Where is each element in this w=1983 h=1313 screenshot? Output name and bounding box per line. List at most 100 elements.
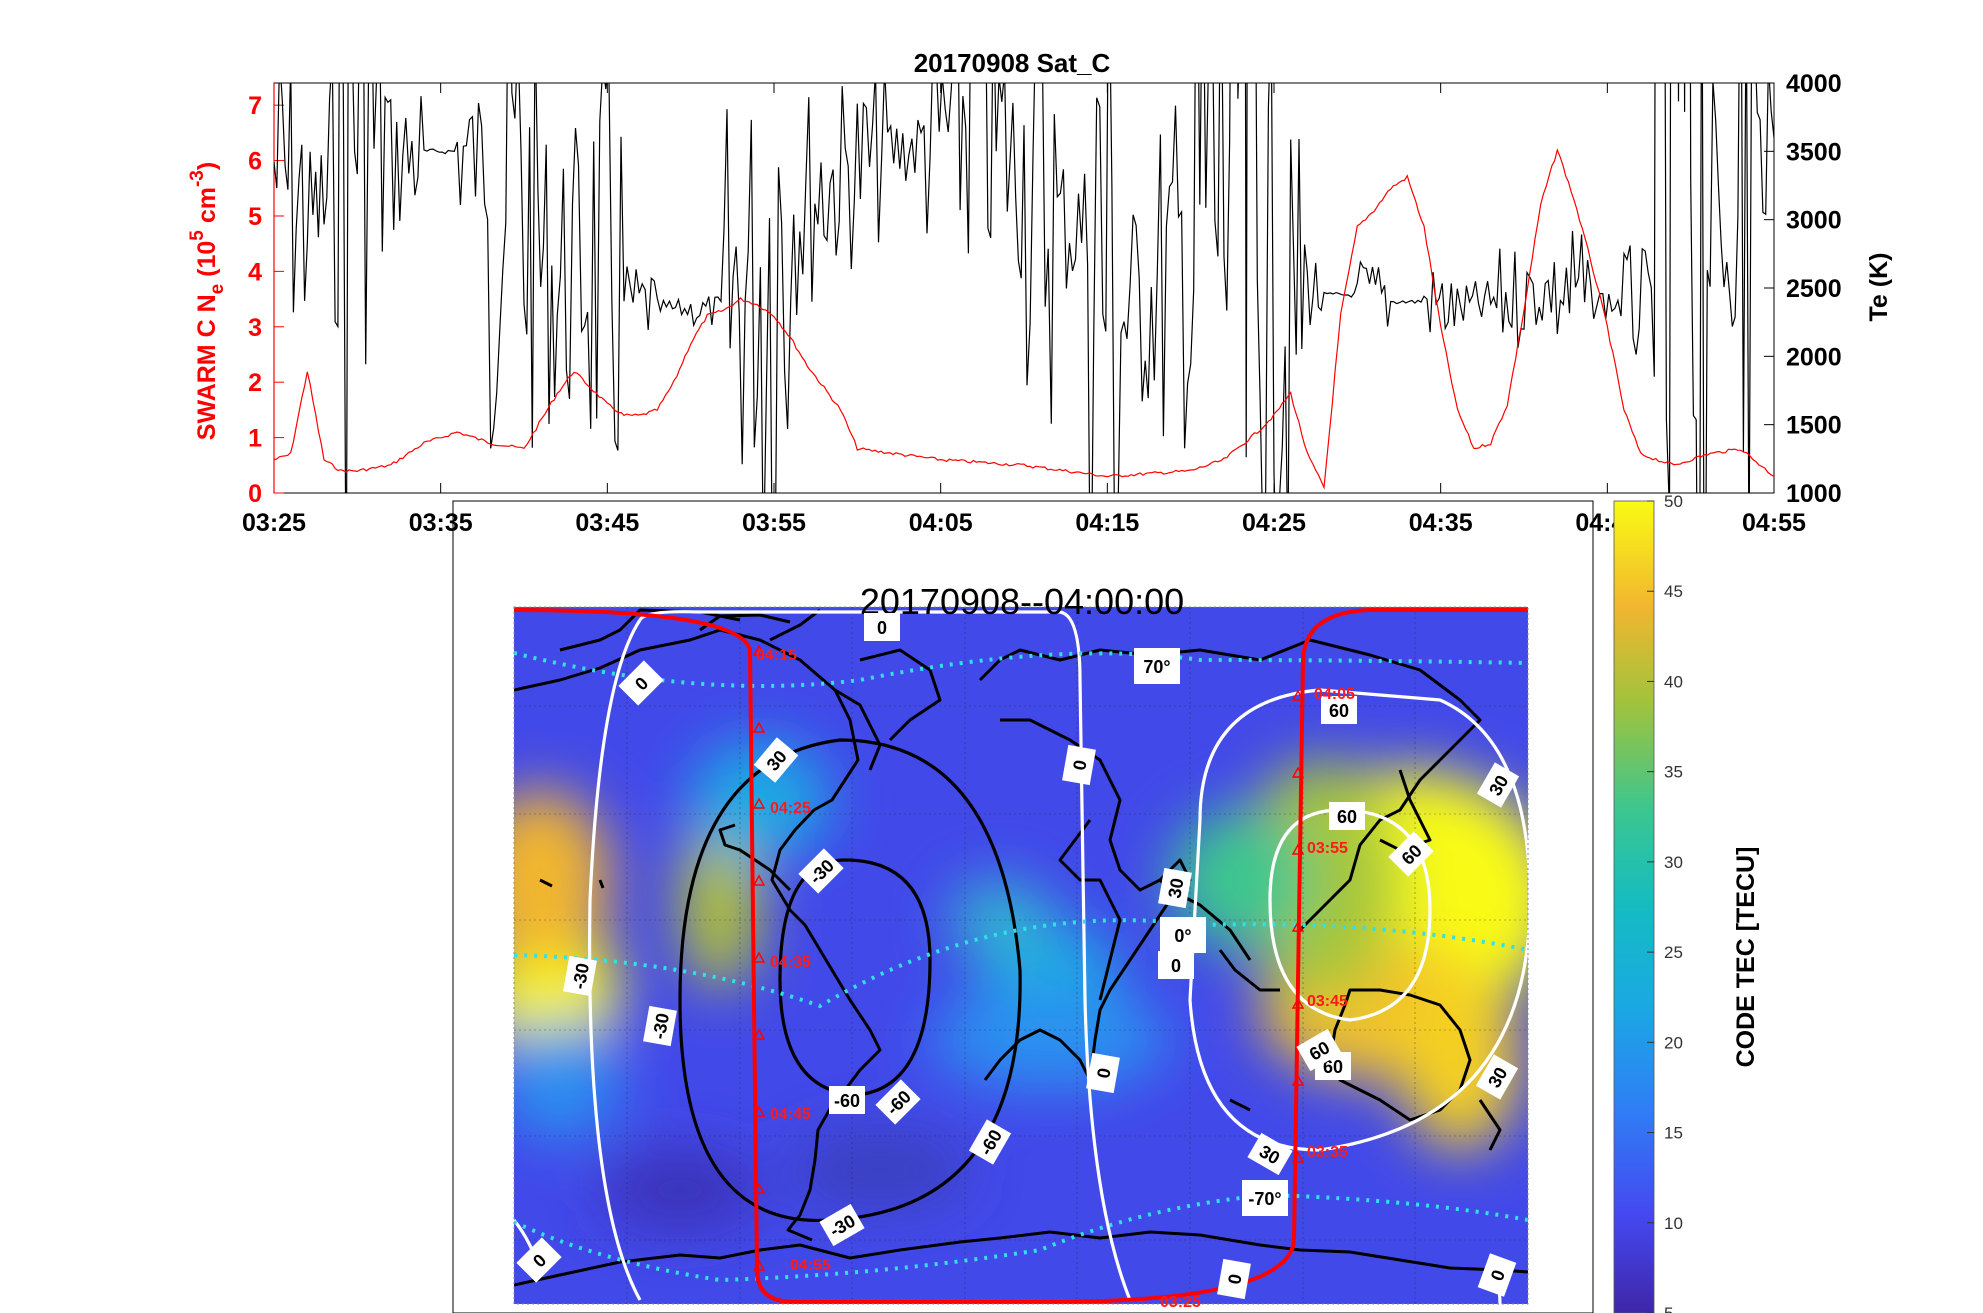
map-frame <box>513 606 1529 1305</box>
contour-labels: 030-30-30-60-60-60-3060-3000300606060306… <box>516 613 1520 1300</box>
x-tick-label: 04:15 <box>1075 509 1139 537</box>
right-y-tick-label: 2000 <box>1786 343 1842 371</box>
svg-text:0: 0 <box>1069 759 1090 772</box>
track-time-label: 03:35 <box>1307 1144 1348 1161</box>
contour-label: 30 <box>1475 1054 1519 1100</box>
right-y-tick-label: 2500 <box>1786 275 1842 303</box>
contour-label: 0 <box>1158 951 1194 979</box>
contour-label: 30 <box>1158 867 1192 909</box>
colorbar-tick-label: 45 <box>1664 582 1683 601</box>
colorbar-ticks: 5 10 15 20 25 30 35 40 45 50 <box>1647 492 1683 1313</box>
svg-text:-30: -30 <box>569 962 593 991</box>
contour-label: 0 <box>618 660 664 706</box>
colorbar: 5 10 15 20 25 30 35 40 45 50 CODE TEC [TECU] <box>1613 492 1760 1313</box>
svg-text:0: 0 <box>1171 956 1181 976</box>
colorbar-tick-label: 40 <box>1664 672 1683 691</box>
contour-label: 0 <box>1477 1253 1517 1297</box>
x-axis-ticks: 03:25 03:35 03:45 03:55 04:05 04:15 04:25 04:35… <box>242 83 1806 537</box>
svg-text:60: 60 <box>1323 1057 1343 1077</box>
x-tick-label: 04:25 <box>1242 509 1306 537</box>
contour-label: 60 <box>1321 696 1357 724</box>
svg-text:0: 0 <box>877 618 887 638</box>
x-tick-label: 04:35 <box>1409 509 1473 537</box>
track-time-label: 04:15 <box>756 647 797 664</box>
map-title: 20170908--04:00:00 <box>860 581 1184 622</box>
left-y-tick-label: 6 <box>248 148 262 176</box>
left-y-tick-label: 5 <box>248 203 262 231</box>
colorbar-tick-label: 15 <box>1664 1124 1683 1143</box>
satellite-track <box>514 608 1528 1304</box>
contour-label: -30 <box>563 955 597 997</box>
dip-latitude-curves <box>514 651 1528 1283</box>
contour-label: -30 <box>643 1005 677 1047</box>
left-y-axis-ticks: 0 1 2 3 4 5 6 7 <box>248 83 284 508</box>
contour-label: 30 <box>1476 762 1520 808</box>
dip-latitude-label: -70° <box>1242 1180 1288 1216</box>
colorbar-tick-label: 35 <box>1664 763 1683 782</box>
right-y-tick-label: 4000 <box>1786 70 1842 98</box>
top-chart-title: 20170908 Sat_C <box>914 48 1111 78</box>
svg-text:0: 0 <box>1224 1273 1245 1286</box>
right-y-axis-label: Te (K) <box>1865 253 1893 322</box>
track-time-label: 04:55 <box>790 1257 831 1274</box>
tec-field <box>514 607 1528 1304</box>
track-time-label: 03:55 <box>1307 840 1348 857</box>
right-y-tick-label: 3000 <box>1786 207 1842 235</box>
track-markers <box>752 644 1305 1271</box>
x-tick-label: 03:45 <box>575 509 639 537</box>
colorbar-tick-label: 30 <box>1664 853 1683 872</box>
contour-label: 60 <box>1388 831 1434 877</box>
colorbar-tick-label: 50 <box>1664 492 1683 511</box>
track-time-label: 04:35 <box>770 954 811 971</box>
track-time-label: 04:05 <box>1314 686 1355 703</box>
svg-text:30: 30 <box>1164 877 1187 900</box>
right-y-tick-label: 1000 <box>1786 480 1842 508</box>
dip-latitude-label: 70° <box>1134 648 1180 684</box>
colorbar-tick-label: 5 <box>1664 1304 1673 1313</box>
contour-label: 30 <box>753 737 799 783</box>
contour-label: 0 <box>1062 744 1096 786</box>
left-y-axis-label-text: SWARM C Ne (105 cm-3) <box>187 162 228 440</box>
svg-text:-70°: -70° <box>1248 1189 1281 1209</box>
x-tick-label: 03:55 <box>742 509 806 537</box>
right-y-axis-label-text: Te (K) <box>1865 253 1893 322</box>
left-y-axis-label: SWARM C Ne (105 cm-3) <box>187 162 228 440</box>
x-tick-label: 03:35 <box>409 509 473 537</box>
right-y-axis-ticks: 1000 1500 2000 2500 3000 3500 4000 <box>1764 70 1842 508</box>
left-y-tick-label: 3 <box>248 314 262 342</box>
track-time-label: 04:25 <box>770 800 811 817</box>
dip-latitude-label: 0° <box>1160 917 1206 953</box>
contour-label: 0 <box>1086 1052 1120 1094</box>
colorbar-gradient <box>1614 501 1654 1313</box>
left-y-tick-label: 0 <box>248 480 262 508</box>
right-y-tick-label: 1500 <box>1786 412 1842 440</box>
contour-label: 60 <box>1329 802 1365 830</box>
map-panel: 20170908--04:00:00 030-30-30-60-60-60-30… <box>452 492 1760 1313</box>
svg-text:70°: 70° <box>1143 657 1170 677</box>
colorbar-tick-label: 25 <box>1664 943 1683 962</box>
x-tick-label: 04:55 <box>1742 509 1806 537</box>
svg-text:60: 60 <box>1337 807 1357 827</box>
track-time-label: 04:45 <box>770 1106 811 1123</box>
map-outer-frame <box>452 500 1594 1313</box>
contour-label: 30 <box>1247 1132 1293 1176</box>
contour-label: 0 <box>864 613 900 641</box>
colorbar-tick-label: 10 <box>1664 1214 1683 1233</box>
track-time-labels: 04:15 04:05 04:25 03:55 04:35 03:45 04:45 03:35… <box>756 647 1355 1311</box>
colorbar-label: CODE TEC [TECU] <box>1732 847 1760 1068</box>
contour-label: -60 <box>829 1086 865 1114</box>
left-y-tick-label: 4 <box>248 258 262 286</box>
colorbar-tick-label: 20 <box>1664 1033 1683 1052</box>
right-y-tick-label: 3500 <box>1786 138 1842 166</box>
svg-text:-60: -60 <box>834 1091 860 1111</box>
svg-text:0: 0 <box>1093 1067 1114 1080</box>
svg-text:0°: 0° <box>1174 926 1191 946</box>
track-time-label: 03:25 <box>1160 1294 1201 1311</box>
svg-text:60: 60 <box>1329 701 1349 721</box>
ne-series-line <box>274 148 1774 490</box>
left-y-tick-label: 2 <box>248 369 262 397</box>
contour-label: 0 <box>516 1237 562 1283</box>
left-y-tick-label: 1 <box>248 425 262 453</box>
top-panel: 20170908 Sat_C 03:25 03:35 03:45 03:55 04:05… <box>187 48 1893 537</box>
